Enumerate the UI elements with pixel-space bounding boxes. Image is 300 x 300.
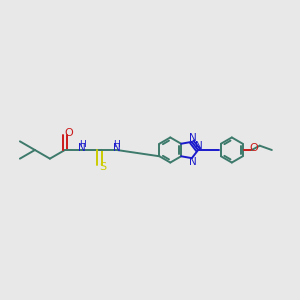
Text: N: N — [113, 143, 121, 153]
Text: S: S — [99, 161, 106, 172]
Text: H: H — [79, 140, 86, 149]
Text: O: O — [250, 142, 259, 153]
Text: O: O — [64, 128, 73, 138]
Text: N: N — [195, 141, 203, 151]
Text: N: N — [189, 157, 197, 167]
Text: H: H — [113, 140, 120, 149]
Text: N: N — [189, 133, 197, 143]
Text: N: N — [78, 143, 86, 153]
